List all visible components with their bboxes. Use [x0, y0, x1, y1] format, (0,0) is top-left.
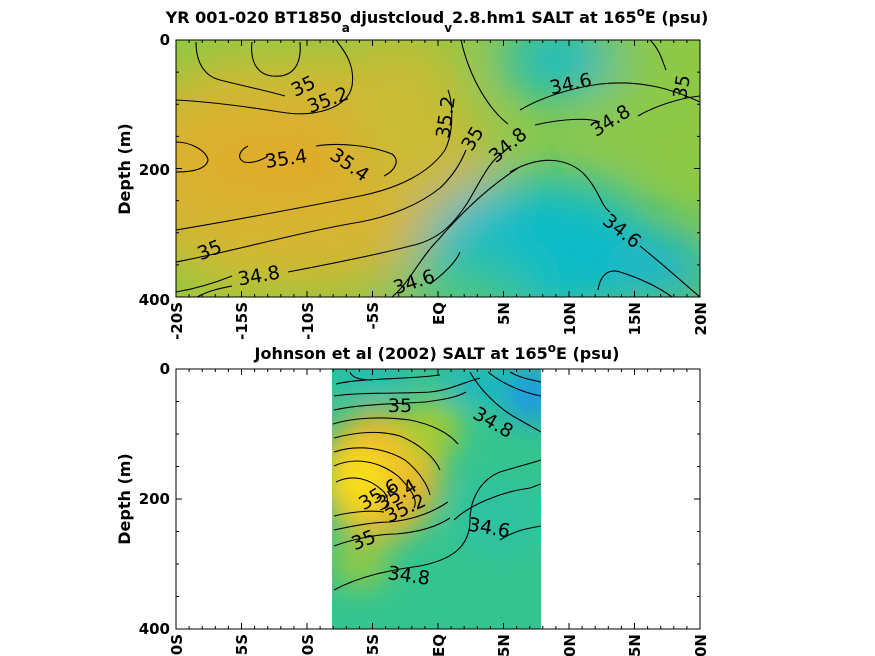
top-contour	[637, 95, 700, 117]
bottom-xtick-label: -5S	[364, 634, 382, 656]
top-ylabel: Depth (m)	[115, 123, 134, 215]
top-contour	[391, 167, 519, 297]
top-xtick-label: 20N	[692, 302, 710, 335]
top-xtick-label: EQ	[430, 302, 448, 325]
top-xtick-label: -10S	[299, 302, 317, 340]
top-contour	[176, 275, 233, 293]
top-title: YR 001-020 BT1850adjustcloudv2.8.hm1 SAL…	[165, 5, 709, 35]
bottom-contour	[333, 459, 541, 591]
top-contour	[315, 143, 397, 177]
bottom-xtick-label: -10S	[299, 634, 317, 656]
top-xtick-label: -15S	[233, 302, 251, 340]
bottom-contour	[333, 431, 441, 471]
top-axis-ticks	[175, 39, 701, 298]
bottom-ylabel: Depth (m)	[115, 453, 134, 545]
bottom-contour	[335, 477, 389, 511]
top-xtick-label: -5S	[364, 302, 382, 329]
bottom-contour	[333, 510, 385, 517]
top-contour	[239, 145, 269, 164]
top-xtick-label: -20S	[168, 302, 186, 340]
bottom-contour	[469, 371, 541, 433]
top-ytick-label: 200	[139, 161, 170, 179]
bottom-contour	[333, 517, 451, 547]
bottom-xtick-label: -20S	[168, 634, 186, 656]
top-contour	[649, 40, 667, 71]
bottom-xtick-label: 5N	[495, 634, 513, 656]
top-contour	[195, 41, 286, 97]
bottom-contours	[332, 371, 541, 591]
bottom-ytick-label: 0	[160, 360, 170, 378]
bottom-axis-ticks	[175, 368, 701, 630]
bottom-contour	[335, 374, 441, 385]
bottom-contour	[333, 460, 416, 509]
top-contour	[509, 159, 611, 213]
top-contour	[176, 141, 209, 173]
contour-label: 35	[388, 395, 412, 417]
bottom-contour-labels: 35 34.8 35.6 35.4 35.2 34.6 35 34.8	[348, 395, 516, 590]
bottom-contour	[509, 371, 541, 383]
bottom-contour	[332, 417, 459, 445]
contour-label: 35	[669, 73, 695, 101]
bottom-contour	[333, 501, 449, 531]
top-contour	[176, 40, 354, 115]
bottom-ytick-label: 200	[139, 490, 170, 508]
bottom-contour	[499, 525, 541, 541]
bottom-xtick-labels: -20S -15S -10S -5S EQ 5N 10N 15N 20N	[168, 634, 710, 656]
top-xtick-label: 15N	[626, 302, 644, 335]
panel-top: YR 001-020 BT1850adjustcloudv2.8.hm1 SAL…	[115, 5, 710, 340]
bottom-xtick-label: 15N	[626, 634, 644, 656]
bottom-contour	[349, 371, 373, 381]
top-xtick-labels: -20S -15S -10S -5S EQ 5N 10N 15N 20N	[168, 302, 710, 340]
top-ytick-label: 0	[160, 31, 170, 49]
top-contour	[251, 41, 301, 77]
bottom-contour	[487, 371, 541, 397]
bottom-contour	[453, 483, 541, 521]
bottom-contour	[333, 391, 467, 411]
bottom-contour	[333, 447, 431, 496]
top-contour	[534, 118, 601, 126]
top-contour	[597, 270, 673, 297]
bottom-xtick-label: 10N	[561, 634, 579, 656]
top-contour	[639, 245, 700, 297]
bottom-title: Johnson et al (2002) SALT at 165oE (psu)	[254, 341, 620, 363]
top-xtick-label: 5N	[495, 302, 513, 325]
top-contour	[287, 151, 505, 273]
top-ytick-label: 400	[139, 291, 170, 309]
top-contour	[176, 149, 467, 263]
top-contour	[460, 40, 509, 125]
top-contours	[176, 40, 700, 297]
top-contour	[176, 89, 453, 231]
bottom-xtick-label: -15S	[233, 634, 251, 656]
bottom-contour	[333, 377, 481, 397]
bottom-ytick-label: 400	[139, 620, 170, 638]
bottom-xtick-label: EQ	[430, 634, 448, 656]
top-contour	[519, 82, 700, 111]
top-xtick-label: 10N	[561, 302, 579, 335]
top-contour	[196, 285, 233, 297]
panel-bottom: Johnson et al (2002) SALT at 165oE (psu)	[115, 341, 710, 656]
bottom-xtick-label: 20N	[692, 634, 710, 656]
top-contour	[429, 251, 461, 285]
